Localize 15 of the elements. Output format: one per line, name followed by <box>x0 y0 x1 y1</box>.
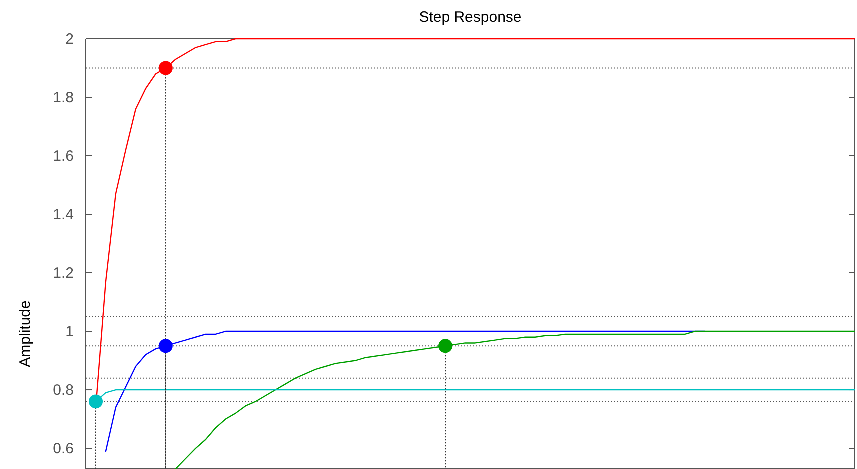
y-tick-label: 1 <box>66 323 74 340</box>
y-tick-label: 2 <box>66 30 74 48</box>
y-tick-label: 0.8 <box>53 382 74 399</box>
point <box>88 394 103 409</box>
y-tick-label: 1.4 <box>53 206 74 224</box>
y-tick-label: 0.6 <box>53 440 74 458</box>
y-axis-title: Amplitude <box>17 300 34 368</box>
point <box>158 61 173 76</box>
line-series <box>175 330 855 469</box>
y-tick-label: 1.8 <box>53 89 74 106</box>
chart-title: Step Response <box>419 9 522 26</box>
y-tick-label: 1.2 <box>53 264 74 282</box>
y-tick-label: 1.6 <box>53 148 74 165</box>
point <box>158 339 173 354</box>
point <box>438 339 453 354</box>
